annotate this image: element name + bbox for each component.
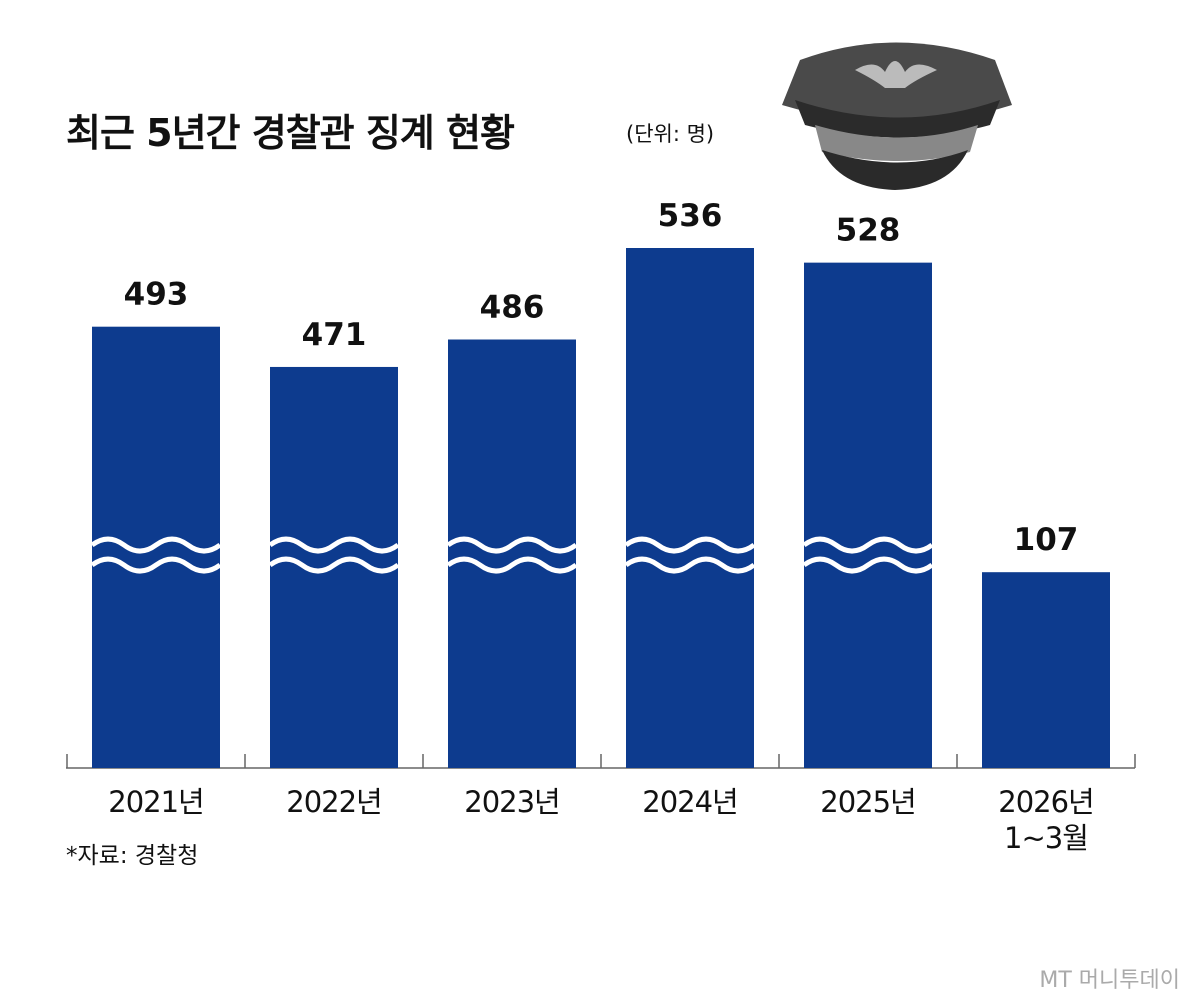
x-tick-label: 2026년 1~3월 xyxy=(998,785,1094,855)
axis-break xyxy=(90,536,222,554)
value-label: 536 xyxy=(658,198,723,234)
axis-break xyxy=(446,556,578,574)
watermark: MT 머니투데이 xyxy=(1039,968,1180,993)
axis-break xyxy=(624,556,756,574)
value-label: 486 xyxy=(480,290,545,326)
axis-break xyxy=(802,536,934,554)
source-note: *자료: 경찰청 xyxy=(66,843,199,869)
police-hat-icon xyxy=(782,42,1012,190)
value-label: 107 xyxy=(1014,522,1079,558)
bar xyxy=(626,248,754,768)
x-tick-label: 2023년 xyxy=(464,785,560,819)
x-tick-label: 2025년 xyxy=(820,785,916,819)
x-tick-label: 2021년 xyxy=(108,785,204,819)
chart-subtitle: (단위: 명) xyxy=(626,122,715,146)
bar xyxy=(804,262,932,768)
axis-break xyxy=(446,536,578,554)
chart-title: 최근 5년간 경찰관 징계 현황 xyxy=(66,111,515,155)
bar xyxy=(982,572,1110,768)
value-label: 471 xyxy=(302,317,367,353)
x-tick-label: 2022년 xyxy=(286,785,382,819)
axis-break xyxy=(802,556,934,574)
axis-break xyxy=(90,556,222,574)
axis-break xyxy=(268,556,400,574)
axis-break xyxy=(268,536,400,554)
value-label: 493 xyxy=(124,277,189,313)
bar xyxy=(448,339,576,768)
axis-break xyxy=(624,536,756,554)
x-tick-label: 2024년 xyxy=(642,785,738,819)
value-label: 528 xyxy=(836,213,901,249)
